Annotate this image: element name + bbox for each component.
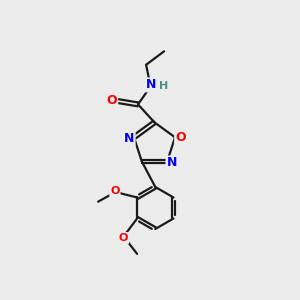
Text: O: O bbox=[106, 94, 117, 107]
Text: O: O bbox=[119, 233, 128, 243]
Text: O: O bbox=[175, 131, 186, 144]
Text: N: N bbox=[167, 157, 177, 169]
Text: N: N bbox=[146, 78, 156, 92]
Text: O: O bbox=[110, 186, 120, 196]
Text: H: H bbox=[160, 81, 169, 92]
Text: N: N bbox=[124, 132, 135, 145]
